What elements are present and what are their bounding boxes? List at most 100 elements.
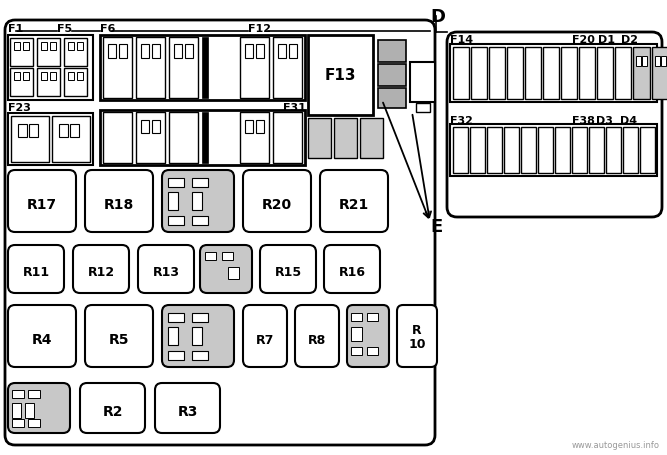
Bar (289, 44, 297, 58)
Bar (108, 44, 116, 58)
FancyBboxPatch shape (260, 245, 316, 293)
Bar (661, 56, 666, 66)
Bar (450, 124, 657, 176)
Text: R12: R12 (87, 267, 115, 279)
FancyBboxPatch shape (138, 245, 194, 293)
Bar (136, 37, 165, 98)
Bar (367, 347, 378, 355)
Bar (606, 127, 621, 173)
Text: D1: D1 (598, 35, 615, 45)
Bar (168, 178, 184, 187)
Bar (273, 112, 302, 163)
Text: R13: R13 (153, 267, 179, 279)
FancyBboxPatch shape (8, 383, 70, 433)
Bar (273, 37, 302, 98)
Bar (636, 56, 641, 66)
Bar (615, 47, 631, 99)
Text: F38: F38 (572, 116, 595, 126)
Text: F6: F6 (100, 24, 115, 34)
Bar (543, 47, 559, 99)
Bar (12, 403, 21, 418)
Bar (192, 351, 208, 360)
Text: R17: R17 (27, 198, 57, 212)
Text: F14: F14 (450, 35, 473, 45)
FancyBboxPatch shape (8, 245, 64, 293)
Text: R3: R3 (177, 405, 197, 419)
Bar (192, 216, 208, 225)
Bar (169, 37, 198, 98)
Bar (77, 72, 83, 80)
Text: F31: F31 (283, 103, 306, 113)
Text: D: D (430, 8, 445, 26)
Bar (453, 127, 468, 173)
FancyBboxPatch shape (85, 305, 153, 367)
Text: R2: R2 (102, 405, 123, 419)
Text: F1: F1 (8, 24, 23, 34)
Bar (410, 62, 435, 102)
FancyBboxPatch shape (347, 305, 389, 367)
Bar (64, 68, 87, 96)
Bar (119, 44, 127, 58)
Bar (192, 178, 208, 187)
FancyBboxPatch shape (8, 305, 76, 367)
Bar (589, 127, 604, 173)
Bar (29, 124, 38, 137)
Bar (655, 56, 660, 66)
Bar (378, 40, 406, 62)
Bar (12, 419, 24, 427)
Bar (68, 72, 74, 80)
Bar (103, 112, 132, 163)
Bar (351, 313, 362, 321)
FancyBboxPatch shape (73, 245, 129, 293)
Bar (308, 118, 331, 158)
Bar (642, 56, 647, 66)
Bar (378, 64, 406, 86)
Bar (202, 112, 208, 163)
Text: R4: R4 (32, 333, 52, 347)
Bar (41, 42, 47, 50)
Text: R11: R11 (23, 267, 49, 279)
Bar (141, 120, 149, 133)
Bar (471, 47, 487, 99)
Bar (633, 47, 650, 99)
Bar (8, 113, 93, 165)
Bar (640, 127, 655, 173)
Bar (23, 42, 29, 50)
Bar (18, 124, 27, 137)
Bar (169, 112, 198, 163)
FancyBboxPatch shape (243, 305, 287, 367)
Bar (168, 192, 178, 210)
Bar (623, 127, 638, 173)
Bar (334, 118, 357, 158)
Bar (37, 38, 60, 66)
Bar (25, 403, 34, 418)
Text: R20: R20 (262, 198, 292, 212)
Text: R18: R18 (104, 198, 134, 212)
Bar (152, 120, 160, 133)
Bar (521, 127, 536, 173)
Bar (12, 390, 24, 398)
Bar (360, 118, 383, 158)
Bar (8, 35, 93, 100)
Bar (351, 327, 362, 341)
Text: R21: R21 (339, 198, 369, 212)
Text: F12: F12 (248, 24, 271, 34)
Bar (141, 44, 149, 58)
Bar (50, 72, 56, 80)
Text: D3: D3 (596, 116, 613, 126)
Text: F23: F23 (8, 103, 31, 113)
Bar (10, 68, 33, 96)
Bar (11, 116, 49, 162)
Bar (256, 44, 264, 58)
Bar (14, 72, 20, 80)
Bar (77, 42, 83, 50)
Bar (240, 37, 269, 98)
Bar (192, 327, 202, 345)
FancyBboxPatch shape (324, 245, 380, 293)
Bar (192, 192, 202, 210)
Bar (52, 116, 90, 162)
Bar (174, 44, 182, 58)
Bar (222, 252, 233, 260)
Bar (489, 47, 505, 99)
FancyBboxPatch shape (155, 383, 220, 433)
